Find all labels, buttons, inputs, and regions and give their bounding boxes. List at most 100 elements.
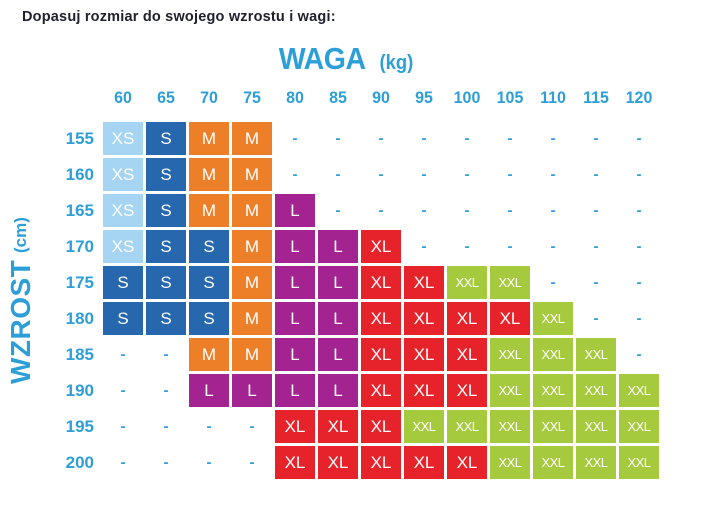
- size-cell-xl: XL: [318, 410, 358, 443]
- size-cell-s: S: [146, 266, 186, 299]
- weight-header: 65: [157, 88, 175, 107]
- size-cell-s: S: [146, 122, 186, 155]
- weight-header: 115: [583, 88, 609, 107]
- x-axis-unit: (kg): [379, 52, 414, 74]
- size-cell-m: M: [189, 122, 229, 155]
- size-cell-xxl: XXL: [404, 410, 444, 443]
- height-header: 185: [65, 345, 94, 364]
- empty-cell: -: [550, 274, 556, 291]
- empty-cell: -: [249, 454, 255, 471]
- size-cell-xl: XL: [404, 374, 444, 407]
- size-cell-xxl: XXL: [533, 410, 573, 443]
- empty-cell: -: [593, 166, 599, 183]
- size-cell-l: L: [275, 266, 315, 299]
- weight-header: 100: [453, 88, 481, 107]
- empty-cell: -: [163, 346, 169, 363]
- size-cell-xl: XL: [404, 302, 444, 335]
- empty-cell: -: [335, 166, 341, 183]
- size-cell-s: S: [189, 266, 229, 299]
- x-axis-title: WAGA (kg): [0, 41, 690, 77]
- empty-cell: -: [421, 202, 427, 219]
- size-cell-xxl: XXL: [619, 446, 659, 479]
- weight-header: 120: [625, 88, 653, 107]
- size-cell-xl: XL: [404, 446, 444, 479]
- empty-cell: -: [636, 274, 642, 291]
- size-cell-m: M: [189, 338, 229, 371]
- size-cell-xxl: XXL: [490, 446, 530, 479]
- size-cell-xl: XL: [361, 410, 401, 443]
- empty-cell: -: [593, 274, 599, 291]
- size-cell-xxl: XXL: [533, 302, 573, 335]
- empty-cell: -: [249, 418, 255, 435]
- empty-cell: -: [507, 130, 513, 147]
- size-cell-l: L: [318, 338, 358, 371]
- empty-cell: -: [464, 238, 470, 255]
- size-cell-l: L: [318, 230, 358, 263]
- size-cell-xl: XL: [447, 374, 487, 407]
- size-cell-s: S: [146, 230, 186, 263]
- height-header: 155: [65, 129, 94, 148]
- size-cell-m: M: [232, 302, 272, 335]
- height-header: 165: [65, 201, 94, 220]
- size-cell-l: L: [318, 302, 358, 335]
- empty-cell: -: [120, 454, 126, 471]
- size-cell-l: L: [189, 374, 229, 407]
- empty-cell: -: [120, 382, 126, 399]
- height-row-headers: 155 160 165 170 175 180 185 190 195 200: [36, 122, 94, 479]
- height-header: 200: [65, 453, 94, 472]
- size-cell-m: M: [189, 158, 229, 191]
- size-cell-xxl: XXL: [447, 266, 487, 299]
- empty-cell: -: [378, 202, 384, 219]
- size-cell-xxl: XXL: [576, 410, 616, 443]
- size-cell-l: L: [275, 230, 315, 263]
- empty-cell: -: [292, 130, 298, 147]
- size-cell-m: M: [189, 194, 229, 227]
- size-cell-m: M: [232, 122, 272, 155]
- height-header: 160: [65, 165, 94, 184]
- empty-cell: -: [464, 166, 470, 183]
- empty-cell: -: [507, 166, 513, 183]
- size-cell-l: L: [275, 194, 315, 227]
- size-cell-xl: XL: [447, 302, 487, 335]
- size-cell-xxl: XXL: [619, 410, 659, 443]
- size-cell-xl: XL: [361, 230, 401, 263]
- empty-cell: -: [206, 454, 212, 471]
- size-cell-l: L: [275, 338, 315, 371]
- empty-cell: -: [421, 166, 427, 183]
- empty-cell: -: [593, 310, 599, 327]
- empty-cell: -: [292, 166, 298, 183]
- empty-cell: -: [120, 418, 126, 435]
- empty-cell: -: [636, 346, 642, 363]
- size-cell-xs: XS: [103, 158, 143, 191]
- empty-cell: -: [464, 130, 470, 147]
- weight-header: 95: [415, 88, 433, 107]
- y-axis-title: WZROST (cm): [4, 122, 38, 479]
- empty-cell: -: [206, 418, 212, 435]
- size-cell-xxl: XXL: [490, 338, 530, 371]
- weight-header: 110: [540, 88, 566, 107]
- height-header: 180: [65, 309, 94, 328]
- size-cell-l: L: [275, 374, 315, 407]
- empty-cell: -: [421, 238, 427, 255]
- size-cell-s: S: [189, 302, 229, 335]
- size-cell-m: M: [232, 158, 272, 191]
- height-header: 190: [65, 381, 94, 400]
- size-matrix: XS S M M - - - - - - - - - XS S M M - - - - - - - - - XS S M M L - - - - - -…: [103, 122, 659, 479]
- size-cell-s: S: [146, 194, 186, 227]
- weight-header: 85: [329, 88, 347, 107]
- x-axis-label: WAGA: [278, 41, 366, 76]
- size-cell-l: L: [275, 302, 315, 335]
- size-cell-m: M: [232, 266, 272, 299]
- size-cell-xxl: XXL: [576, 446, 616, 479]
- empty-cell: -: [636, 202, 642, 219]
- size-cell-xl: XL: [275, 410, 315, 443]
- empty-cell: -: [163, 418, 169, 435]
- size-cell-xl: XL: [447, 338, 487, 371]
- size-cell-xl: XL: [447, 446, 487, 479]
- size-cell-xs: XS: [103, 230, 143, 263]
- size-cell-xxl: XXL: [576, 374, 616, 407]
- weight-header: 90: [372, 88, 390, 107]
- empty-cell: -: [120, 346, 126, 363]
- empty-cell: -: [593, 130, 599, 147]
- y-axis-unit: (cm): [11, 216, 30, 253]
